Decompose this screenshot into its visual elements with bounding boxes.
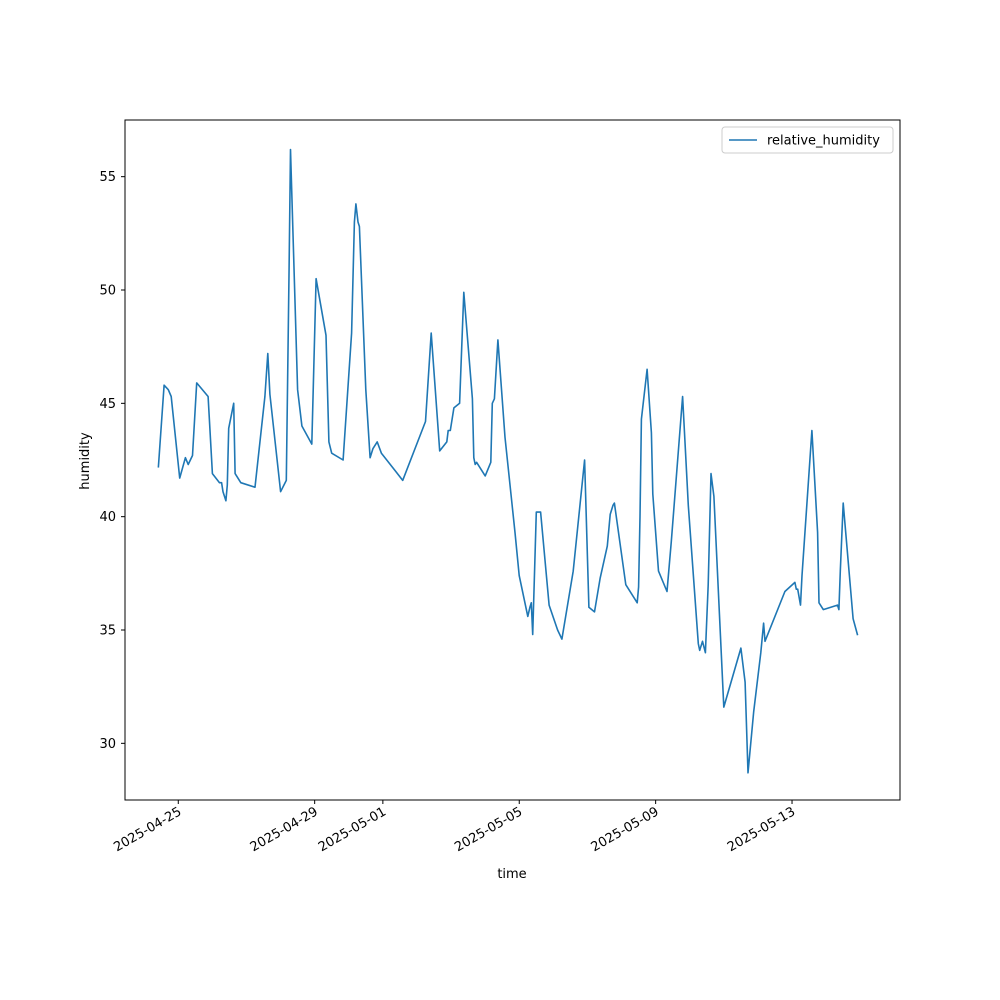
y-tick-label: 35 <box>99 624 116 639</box>
y-tick-label: 50 <box>99 284 116 299</box>
series-line-relative-humidity <box>157 148 859 774</box>
y-axis-label: humidity <box>78 432 93 490</box>
y-tick-label: 40 <box>99 510 116 525</box>
legend: relative_humidity <box>721 126 894 154</box>
legend-label: relative_humidity <box>767 134 880 149</box>
legend-box <box>721 126 894 154</box>
y-tick-label: 45 <box>99 397 116 412</box>
y-tick-label: 55 <box>99 170 116 185</box>
axes-frame <box>124 119 901 801</box>
y-tick-label: 30 <box>99 737 116 752</box>
x-axis-label: time <box>497 867 526 882</box>
plot-area <box>157 148 859 774</box>
